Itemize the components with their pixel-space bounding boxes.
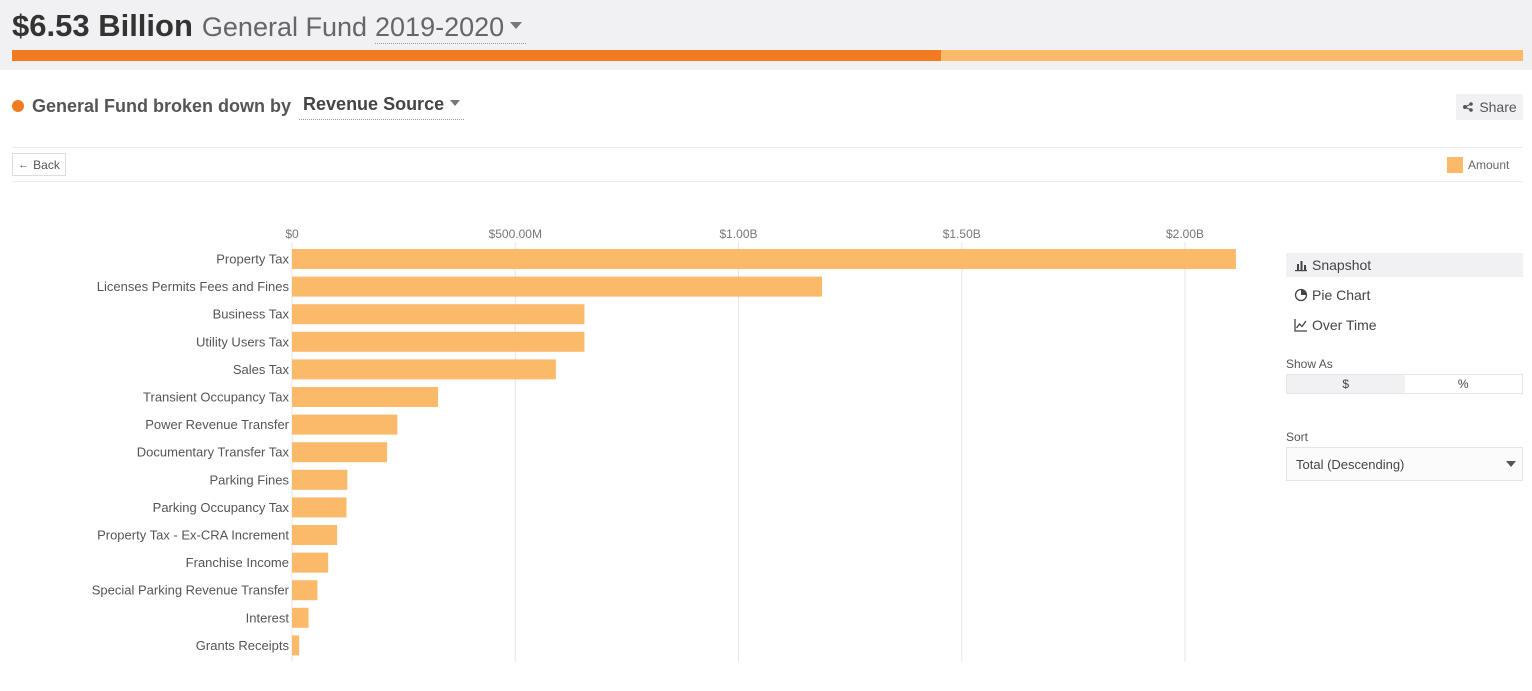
legend-swatch (1447, 157, 1463, 173)
divider (12, 147, 1523, 148)
category-label: Property Tax - Ex-CRA Increment (97, 528, 289, 543)
sort-label: Sort (1286, 430, 1309, 444)
show-as-label: Show As (1286, 357, 1333, 371)
category-label: Parking Fines (210, 472, 290, 487)
breakdown-label: General Fund broken down by (32, 95, 292, 116)
bar[interactable] (292, 635, 300, 656)
bar[interactable] (292, 552, 329, 573)
progress-fill (12, 50, 942, 61)
show-as-dollar[interactable]: $ (1287, 375, 1405, 393)
spending-progress-bar (12, 50, 1523, 61)
show-as-percent[interactable]: % (1457, 377, 1469, 391)
category-label: Utility Users Tax (196, 334, 289, 349)
category-label: Transient Occupancy Tax (143, 390, 289, 405)
view-pie-chart[interactable]: Pie Chart (1286, 283, 1523, 307)
category-label: Property Tax (216, 252, 289, 267)
bar[interactable] (292, 442, 388, 463)
show-as-toggle: $ % (1286, 374, 1523, 394)
category-label: Special Parking Revenue Transfer (92, 583, 290, 598)
x-tick-label: $1.00B (719, 227, 757, 241)
category-label: Sales Tax (233, 362, 290, 377)
bar[interactable] (292, 331, 585, 352)
arrow-left-icon: ← (18, 158, 30, 171)
view-label: Over Time (1312, 317, 1377, 333)
bar[interactable] (292, 387, 439, 407)
dimension-select[interactable]: Revenue Source (299, 92, 465, 120)
legend-label: Amount (1468, 158, 1510, 172)
fund-dot-icon (12, 100, 24, 112)
bar-chart-icon (1295, 261, 1307, 272)
share-icon (1463, 102, 1474, 112)
x-tick-label: $2.00B (1166, 227, 1204, 241)
back-button[interactable]: ← Back (12, 153, 66, 176)
view-over-time[interactable]: Over Time (1286, 313, 1523, 337)
view-label: Pie Chart (1312, 287, 1371, 303)
back-label: Back (33, 157, 60, 172)
year-value: 2019-2020 (375, 12, 505, 42)
x-tick-label: $1.50B (943, 227, 981, 241)
category-label: Interest (246, 610, 290, 625)
year-select[interactable]: 2019-2020 (375, 12, 527, 44)
category-label: Power Revenue Transfer (145, 417, 289, 432)
chart-controls: Snapshot Pie Chart Over Time Show As $ %… (1286, 253, 1523, 481)
category-label: Grants Receipts (196, 638, 290, 653)
view-snapshot[interactable]: Snapshot (1286, 253, 1523, 277)
bar[interactable] (292, 276, 822, 297)
fund-name: General Fund (201, 12, 368, 42)
bar[interactable] (292, 469, 348, 490)
revenue-bar-chart: $0 $500.00M $1.00B $1.50B $2.00B Property Tax… (92, 227, 1236, 662)
x-tick-label: $500.00M (489, 227, 542, 241)
bar[interactable] (292, 304, 585, 325)
bar[interactable] (292, 497, 347, 518)
bar[interactable] (292, 607, 309, 628)
sort-value: Total (Descending) (1296, 456, 1405, 472)
dimension-value: Revenue Source (303, 94, 445, 114)
breakdown-header: General Fund broken down by Revenue Sour… (12, 92, 465, 120)
category-label: Documentary Transfer Tax (137, 445, 290, 460)
bar[interactable] (292, 359, 556, 380)
category-label: Business Tax (213, 307, 290, 322)
pie-chart-icon (1294, 288, 1308, 302)
line-chart-icon (1294, 319, 1307, 332)
category-label: Franchise Income (186, 555, 289, 570)
chevron-down-icon (1506, 461, 1516, 467)
bar[interactable] (292, 580, 318, 601)
chevron-down-icon (450, 100, 461, 107)
category-label: Parking Occupancy Tax (153, 500, 290, 515)
share-label: Share (1479, 99, 1517, 115)
bar[interactable] (292, 249, 1236, 269)
share-button[interactable]: Share (1456, 94, 1523, 120)
category-label: Licenses Permits Fees and Fines (97, 279, 290, 294)
headline: $6.53 Billion General Fund 2019-2020 (12, 8, 527, 44)
divider (12, 181, 1523, 182)
sort-select[interactable]: Total (Descending) (1286, 447, 1523, 481)
top-bar: $6.53 Billion General Fund 2019-2020 (0, 0, 1532, 70)
view-label: Snapshot (1312, 257, 1372, 273)
bar[interactable] (292, 525, 338, 545)
bar[interactable] (292, 414, 398, 435)
chart-legend: Amount (1447, 157, 1509, 173)
x-tick-label: $0 (285, 227, 299, 241)
total-amount: $6.53 Billion (12, 8, 193, 43)
chevron-down-icon (510, 22, 523, 30)
